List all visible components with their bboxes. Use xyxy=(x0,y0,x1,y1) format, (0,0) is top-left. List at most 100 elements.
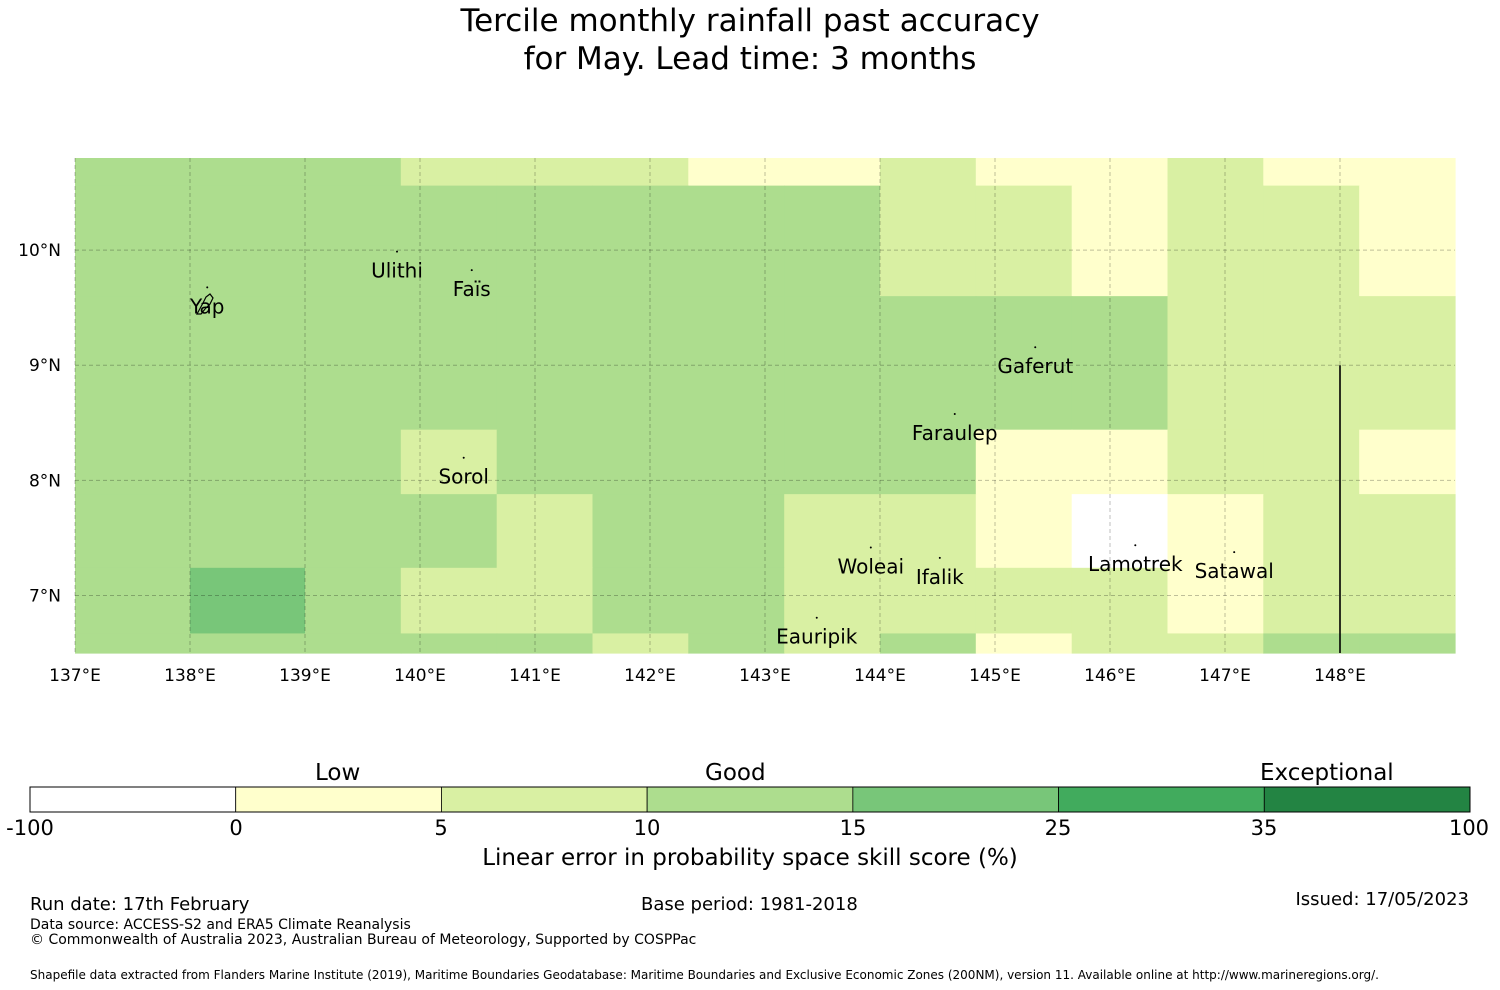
skill-cell xyxy=(1359,429,1456,495)
skill-cell xyxy=(305,158,402,187)
skill-cell xyxy=(1263,494,1360,569)
skill-cell xyxy=(688,158,785,187)
issued-date: Issued: 17/05/2023 xyxy=(1295,889,1469,910)
skill-cell xyxy=(975,494,1073,569)
skill-cell xyxy=(688,567,785,635)
colorbar-bin xyxy=(1263,786,1471,813)
skill-cell xyxy=(975,296,1073,431)
skill-cell xyxy=(305,185,402,297)
place-label: Sorol xyxy=(438,465,489,489)
colorbar-category-low: Low xyxy=(315,760,361,786)
skill-cell xyxy=(1359,185,1456,297)
skill-cell xyxy=(1167,429,1264,495)
colorbar-bin xyxy=(1058,786,1265,813)
shapefile-credit: Shapefile data extracted from Flanders M… xyxy=(30,968,1379,982)
longitude-tick-label: 143°E xyxy=(739,666,791,686)
skill-cell xyxy=(1359,296,1456,431)
skill-cell xyxy=(592,633,689,654)
place-label: Yap xyxy=(189,294,224,318)
skill-cell xyxy=(190,567,306,635)
skill-cell xyxy=(400,494,498,569)
island-dot xyxy=(462,456,465,459)
place-label: Faïs xyxy=(453,277,491,301)
latitude-tick-label: 10°N xyxy=(18,241,61,261)
island-dot xyxy=(953,412,956,415)
colorbar-axis-label: Linear error in probability space skill … xyxy=(482,845,1018,871)
skill-cell xyxy=(190,185,306,297)
skill-cell xyxy=(1167,296,1264,431)
skill-cell xyxy=(400,633,498,654)
skill-cell xyxy=(1263,185,1360,297)
skill-cell xyxy=(784,429,881,495)
skill-cell xyxy=(688,296,785,431)
map-title-line-1: Tercile monthly rainfall past accuracy xyxy=(460,3,1040,39)
skill-cell xyxy=(592,494,689,569)
colorbar-tick-label: 35 xyxy=(1250,816,1278,840)
colorbar-bin xyxy=(235,786,442,813)
longitude-tick-label: 148°E xyxy=(1314,666,1366,686)
skill-cell xyxy=(880,633,977,654)
island-dot xyxy=(1233,551,1236,554)
longitude-tick-label: 147°E xyxy=(1199,666,1251,686)
copyright: © Commonwealth of Australia 2023, Austra… xyxy=(30,932,697,948)
place-label: Eauripik xyxy=(776,625,858,649)
skill-cell xyxy=(1167,633,1264,654)
longitude-tick-label: 137°E xyxy=(49,666,101,686)
skill-cell xyxy=(305,633,402,654)
skill-cell xyxy=(1167,567,1264,635)
skill-cell xyxy=(592,567,689,635)
skill-cell xyxy=(592,185,689,297)
skill-cell xyxy=(975,567,1073,635)
skill-cell xyxy=(688,185,785,297)
skill-cell xyxy=(496,633,594,654)
skill-cell xyxy=(75,158,191,187)
skill-cell xyxy=(784,633,881,654)
longitude-tick-label: 138°E xyxy=(164,666,216,686)
skill-cell xyxy=(784,567,881,635)
skill-cell xyxy=(1167,158,1264,187)
skill-cell xyxy=(784,494,881,569)
skill-cell xyxy=(1071,633,1169,654)
skill-cell xyxy=(1071,429,1169,495)
skill-cell xyxy=(1071,158,1169,187)
skill-cell xyxy=(880,429,977,495)
map-title-line-2: for May. Lead time: 3 months xyxy=(523,41,977,77)
latitude-tick-label: 9°N xyxy=(29,356,61,376)
skill-cell xyxy=(305,494,402,569)
skill-cell xyxy=(880,296,977,431)
colorbar-bin xyxy=(441,786,648,813)
skill-cell xyxy=(496,158,594,187)
colorbar-tick-label: 25 xyxy=(1044,816,1072,840)
longitude-tick-label: 139°E xyxy=(279,666,331,686)
skill-cell xyxy=(592,296,689,431)
colorbar-tick-label: 100 xyxy=(1448,816,1490,840)
skill-cell xyxy=(305,429,402,495)
colorbar-tick-label: 0 xyxy=(229,816,243,840)
island-dot xyxy=(1034,346,1037,349)
island-dot xyxy=(396,250,398,253)
colorbar-bin xyxy=(852,786,1059,813)
longitude-tick-label: 146°E xyxy=(1084,666,1136,686)
place-label: Satawal xyxy=(1195,559,1274,583)
skill-cell xyxy=(400,158,498,187)
skill-cell xyxy=(688,429,785,495)
island-dot xyxy=(815,616,818,619)
skill-cell xyxy=(496,429,594,495)
place-label: Ulithi xyxy=(371,259,423,283)
skill-cell xyxy=(1071,296,1169,431)
skill-cell xyxy=(592,429,689,495)
skill-cell xyxy=(190,429,306,495)
longitude-tick-label: 145°E xyxy=(969,666,1021,686)
colorbar-frame xyxy=(29,786,1471,813)
island-dot xyxy=(470,269,473,272)
skill-cell xyxy=(1167,185,1264,297)
skill-cell xyxy=(975,185,1073,297)
colorbar-tick-label: 5 xyxy=(434,816,448,840)
skill-cell xyxy=(1263,633,1360,654)
skill-cell xyxy=(190,158,306,187)
colorbar-bin xyxy=(646,786,854,813)
base-period: Base period: 1981-2018 xyxy=(641,894,858,915)
island-dot xyxy=(1134,544,1137,547)
colorbar-tick-label: -100 xyxy=(6,816,54,840)
